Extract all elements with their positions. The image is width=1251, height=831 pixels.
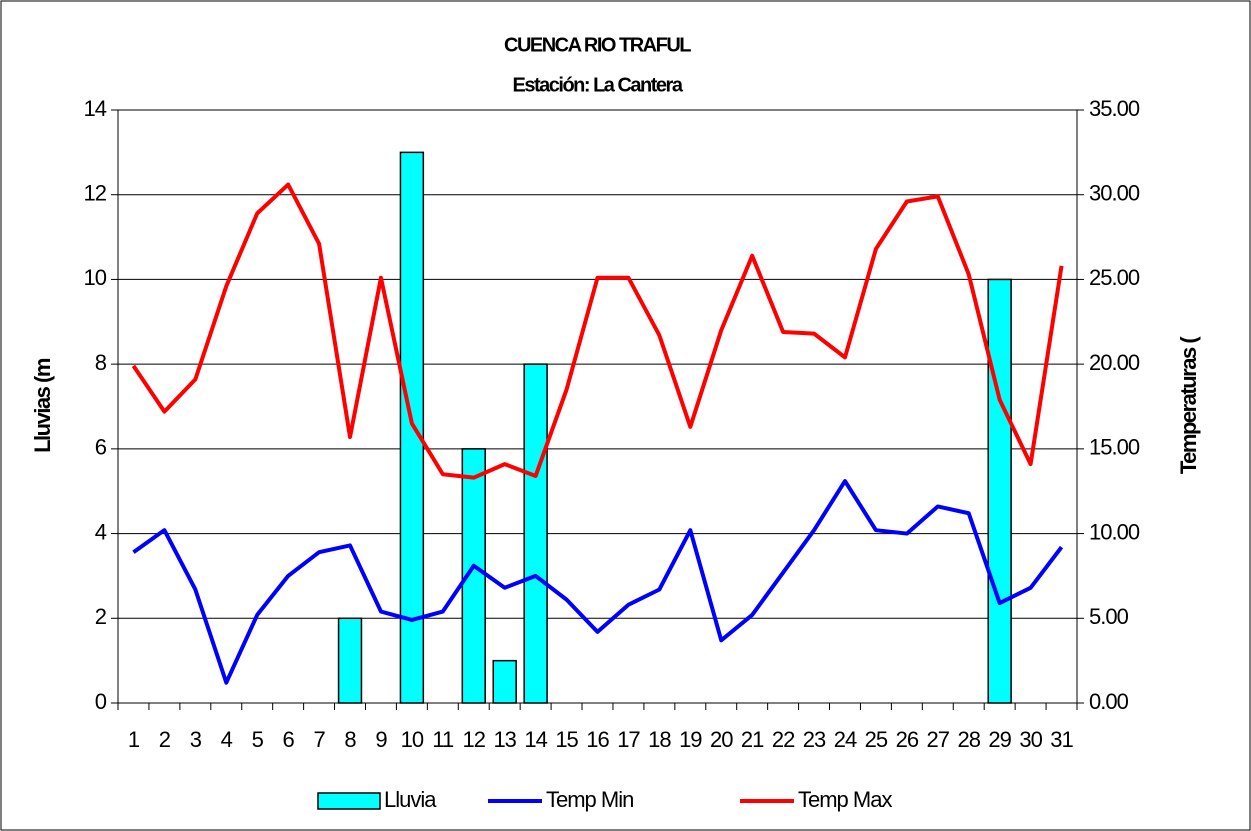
x-tick-label: 29 [988,727,1011,752]
x-tick-label: 14 [524,727,547,752]
x-tick-label: 21 [741,727,764,752]
x-tick-label: 17 [617,727,640,752]
y2-tick-label: 15.00 [1089,435,1140,460]
x-tick-label: 19 [679,727,702,752]
x-tick-label: 1 [128,727,140,752]
y-axis-title: Lluvias (m [30,358,55,453]
y2-tick-label: 5.00 [1089,604,1129,629]
x-tick-label: 22 [772,727,795,752]
chart-subtitle: Estación: La Cantera [513,74,684,96]
y2-tick-label: 10.00 [1089,519,1140,544]
line [132,479,1064,685]
x-tick-label: 8 [344,727,356,752]
x-tick-label: 6 [283,727,295,752]
x-tick-label: 7 [313,727,325,752]
x-tick-label: 4 [221,727,233,752]
legend-label: Lluvia [384,787,437,812]
y-tick-label: 0 [95,689,107,714]
y2-tick-label: 20.00 [1089,350,1140,375]
x-tick-label: 26 [896,727,919,752]
y-tick-label: 2 [95,604,107,629]
x-tick-label: 20 [710,727,733,752]
x-tick-label: 16 [586,727,609,752]
x-tick-label: 9 [375,727,387,752]
x-tick-label: 5 [252,727,264,752]
y-tick-label: 10 [84,265,107,290]
x-tick-label: 25 [865,727,888,752]
legend-label: Temp Max [798,787,892,812]
x-tick-label: 23 [803,727,826,752]
bar [399,151,425,704]
y-tick-label: 4 [95,519,107,544]
x-tick-label: 2 [159,727,171,752]
y-tick-label: 14 [84,96,107,121]
bar [523,363,548,704]
y2-tick-label: 35.00 [1089,96,1140,121]
x-tick-label: 10 [401,727,424,752]
chart-title: CUENCA RIO TRAFUL [504,34,691,56]
x-tick-label: 3 [190,727,202,752]
y-tick-label: 12 [84,181,107,206]
y-tick-label: 8 [95,350,107,375]
bar [987,278,1012,704]
x-tick-label: 28 [957,727,980,752]
x-tick-label: 11 [432,727,454,752]
x-tick-label: 30 [1019,727,1042,752]
x-tick-label: 27 [927,727,950,752]
line [131,182,1064,480]
bar [337,617,363,704]
y2-tick-label: 0.00 [1089,689,1129,714]
x-tick-label: 13 [493,727,516,752]
x-tick-label: 18 [648,727,671,752]
x-tick-label: 24 [834,727,857,752]
y2-axis-title: Temperaturas ( [1176,336,1201,474]
y2-tick-label: 30.00 [1089,181,1140,206]
y2-tick-label: 25.00 [1089,265,1140,290]
x-tick-label: 12 [463,727,486,752]
legend-label: Temp Min [546,787,633,812]
x-tick-label: 31 [1050,727,1073,752]
bar [492,659,517,704]
legend-swatch [317,792,381,810]
x-tick-label: 15 [555,727,578,752]
y-tick-label: 6 [95,435,107,460]
